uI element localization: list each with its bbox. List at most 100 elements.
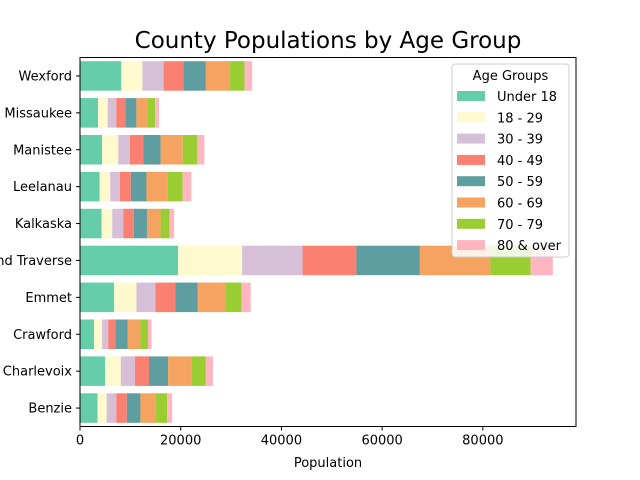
bar-wexford-18-29 — [121, 61, 143, 91]
legend-swatch-under-18 — [457, 91, 485, 101]
bar-emmet-80-and-over — [241, 282, 251, 313]
bar-charlevoix-40-49 — [134, 356, 149, 386]
legend-label-50-59: 50 - 59 — [497, 175, 543, 190]
bar-manistee-80-and-over — [197, 134, 205, 165]
legend-label-18-29: 18 - 29 — [497, 111, 543, 126]
bar-crawford-80-and-over — [147, 319, 152, 350]
legend-label-60-69: 60 - 69 — [497, 197, 543, 212]
bar-crawford-40-49 — [108, 319, 116, 350]
bar-emmet-under-18 — [80, 282, 115, 313]
x-tick-label: 60000 — [361, 434, 402, 449]
bar-wexford-30-39 — [142, 61, 164, 91]
legend-swatch-50-59 — [457, 176, 485, 187]
bar-grand-traverse-50-59 — [356, 245, 420, 276]
bar-manistee-30-39 — [118, 134, 130, 165]
bar-benzie-80-and-over — [167, 393, 173, 423]
bar-crawford-60-69 — [127, 319, 141, 350]
bar-missaukee-50-59 — [125, 98, 137, 128]
bar-wexford-under-18 — [80, 61, 122, 91]
legend-swatch-80-and-over — [457, 240, 485, 251]
bar-charlevoix-60-69 — [168, 356, 192, 386]
bar-charlevoix-30-39 — [120, 356, 135, 386]
bar-benzie-18-29 — [97, 393, 107, 423]
bar-crawford-70-79 — [140, 319, 148, 350]
x-axis-label: Population — [294, 456, 362, 471]
legend-label-40-49: 40 - 49 — [497, 154, 543, 169]
y-tick-label: Crawford — [13, 328, 72, 343]
bar-missaukee-30-39 — [107, 98, 117, 128]
bar-wexford-70-79 — [230, 61, 245, 91]
bar-kalkaska-50-59 — [133, 208, 147, 239]
bar-benzie-60-69 — [140, 393, 157, 423]
bar-benzie-70-79 — [156, 393, 168, 423]
bar-leelanau-70-79 — [167, 171, 183, 202]
bar-missaukee-80-and-over — [155, 98, 160, 128]
plot-frame — [79, 57, 577, 427]
bar-missaukee-60-69 — [136, 98, 148, 128]
x-axis-ticks: 0 20000 40000 60000 80000 — [76, 426, 504, 449]
bar-grand-traverse-30-39 — [242, 245, 303, 276]
y-tick-label: Kalkaska — [15, 217, 72, 232]
bar-leelanau-18-29 — [99, 171, 111, 202]
y-tick-label: Grand Traverse — [0, 254, 72, 269]
bar-leelanau-60-69 — [146, 171, 168, 202]
y-tick-label: Charlevoix — [3, 365, 72, 380]
bar-missaukee-18-29 — [98, 98, 108, 128]
bar-emmet-50-59 — [175, 282, 198, 313]
y-tick-label: Manistee — [13, 143, 72, 158]
bar-crawford-30-39 — [102, 319, 109, 350]
bar-benzie-50-59 — [126, 393, 141, 423]
bar-leelanau-50-59 — [130, 171, 147, 202]
legend-swatch-60-69 — [457, 197, 485, 208]
chart-title: County Populations by Age Group — [135, 28, 522, 54]
bar-benzie-30-39 — [106, 393, 117, 423]
legend-title: Age Groups — [473, 69, 549, 84]
bar-manistee-under-18 — [80, 134, 103, 165]
legend-swatch-18-29 — [457, 112, 485, 123]
bar-manistee-50-59 — [143, 134, 161, 165]
y-axis-ticks: Benzie Charlevoix Crawford Emmet Grand Trave… — [0, 69, 80, 417]
bar-kalkaska-under-18 — [80, 208, 102, 239]
bar-wexford-80-and-over — [244, 61, 253, 91]
legend-label-80-and-over: 80 & over — [497, 239, 562, 254]
legend-label-under-18: Under 18 — [497, 90, 557, 105]
x-tick-label: 0 — [76, 434, 84, 449]
legend-swatch-30-39 — [457, 133, 485, 144]
y-tick-label: Wexford — [19, 69, 72, 84]
bar-manistee-70-79 — [182, 134, 198, 165]
bar-crawford-18-29 — [94, 319, 103, 350]
bar-manistee-40-49 — [129, 134, 144, 165]
bar-crawford-50-59 — [115, 319, 128, 350]
bar-crawford-under-18 — [80, 319, 95, 350]
bar-manistee-18-29 — [102, 134, 119, 165]
y-tick-label: Leelanau — [13, 180, 72, 195]
x-tick-label: 20000 — [160, 434, 201, 449]
bar-missaukee-40-49 — [116, 98, 126, 128]
legend: Age Groups Under 18 18 - 29 30 - 39 40 - 49 5… — [451, 63, 570, 258]
bar-kalkaska-18-29 — [101, 208, 113, 239]
legend-swatch-70-79 — [457, 218, 485, 229]
bar-grand-traverse-40-49 — [302, 245, 357, 276]
bar-emmet-30-39 — [136, 282, 156, 313]
legend-box — [451, 63, 570, 258]
bar-charlevoix-50-59 — [148, 356, 169, 386]
bar-kalkaska-80-and-over — [169, 208, 175, 239]
bar-charlevoix-18-29 — [105, 356, 121, 386]
x-tick-label: 40000 — [261, 434, 302, 449]
bar-leelanau-40-49 — [119, 171, 131, 202]
bar-wexford-60-69 — [205, 61, 231, 91]
bar-leelanau-80-and-over — [182, 171, 192, 202]
bar-grand-traverse-18-29 — [178, 245, 243, 276]
y-tick-label: Missaukee — [4, 106, 72, 121]
bars-group — [80, 61, 553, 423]
y-tick-label: Benzie — [28, 402, 72, 417]
bar-emmet-40-49 — [155, 282, 176, 313]
bar-emmet-18-29 — [114, 282, 137, 313]
legend-label-30-39: 30 - 39 — [497, 133, 543, 148]
bar-missaukee-under-18 — [80, 98, 99, 128]
bar-charlevoix-70-79 — [191, 356, 206, 386]
bar-wexford-50-59 — [183, 61, 206, 91]
bar-charlevoix-under-18 — [80, 356, 106, 386]
bar-emmet-70-79 — [226, 282, 242, 313]
bar-kalkaska-30-39 — [112, 208, 124, 239]
